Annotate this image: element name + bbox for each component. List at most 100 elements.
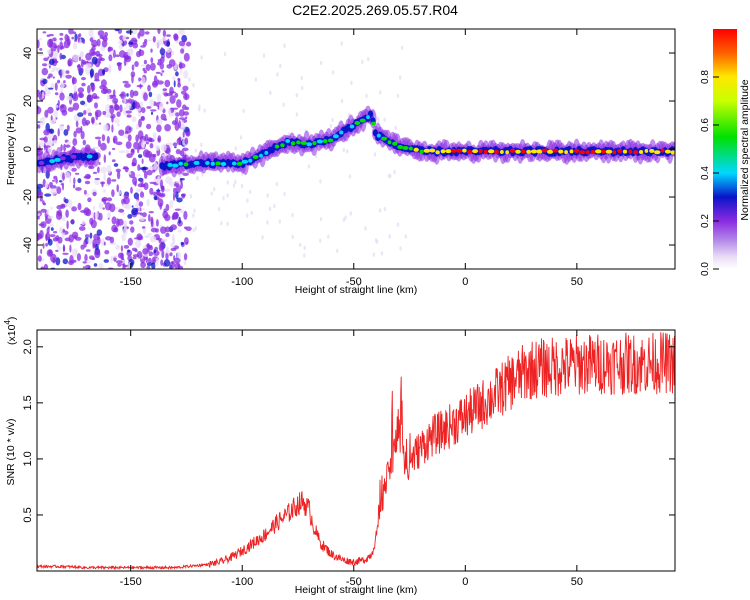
spectrum-ridge-core bbox=[552, 148, 559, 153]
spectrum-speckle bbox=[295, 112, 299, 117]
spectrum-speckle bbox=[60, 104, 65, 109]
spectrum-speckle bbox=[75, 119, 79, 128]
spectrum-speckle bbox=[96, 229, 103, 236]
spectrum-speckle bbox=[64, 172, 71, 179]
spectrum-speckle bbox=[44, 109, 49, 119]
spectrum-speckle bbox=[159, 56, 165, 64]
spectrum-speckle bbox=[383, 117, 386, 122]
spectrum-speckle bbox=[108, 151, 111, 156]
spectrum-ridge-core bbox=[296, 140, 301, 145]
spectrum-speckle bbox=[37, 39, 40, 49]
spectrum-speckle bbox=[92, 44, 96, 47]
spectrum-speckle bbox=[223, 51, 227, 57]
spectrum-x-axis-label: Height of straight line (km) bbox=[295, 284, 418, 296]
spectrum-speckle bbox=[91, 85, 94, 93]
spectrum-ridge-core bbox=[339, 130, 344, 135]
spectrum-speckle bbox=[74, 172, 80, 175]
spectrum-speckle bbox=[194, 226, 198, 231]
spectrum-speckle bbox=[122, 203, 129, 209]
spectrum-speckle bbox=[172, 212, 178, 220]
spectrum-speckle bbox=[65, 209, 69, 218]
spectrum-speckle bbox=[118, 150, 126, 154]
spectrum-speckle bbox=[129, 89, 134, 99]
spectrum-ridge-core bbox=[526, 149, 532, 154]
spectrum-speckle bbox=[157, 79, 159, 82]
spectrum-speckle bbox=[72, 138, 78, 146]
spectrum-speckle bbox=[46, 227, 50, 234]
spectrum-speckle bbox=[164, 79, 171, 88]
spectrum-speckle bbox=[169, 95, 176, 104]
spectrum-speckle bbox=[38, 141, 45, 148]
spectrum-ridge-core bbox=[60, 156, 66, 161]
spectrum-speckle bbox=[166, 40, 171, 47]
spectrum-speckle bbox=[157, 135, 162, 143]
snr-frame bbox=[36, 329, 676, 572]
spectrum-speckle bbox=[100, 88, 108, 95]
spectrum-ridge-core bbox=[76, 155, 82, 160]
spectrum-speckle bbox=[37, 261, 40, 269]
spectrum-ridge-core bbox=[413, 147, 419, 152]
spectrum-ridge-core bbox=[312, 141, 317, 146]
spectrum-speckle bbox=[148, 39, 152, 42]
spectrum-speckle bbox=[103, 124, 109, 132]
spectrum-speckle bbox=[156, 93, 162, 103]
spectrum-speckle bbox=[173, 187, 177, 194]
spectrum-speckle bbox=[148, 251, 154, 257]
spectrum-speckle bbox=[57, 79, 61, 84]
spectrum-speckle bbox=[63, 80, 66, 84]
colorbar-label: Normalized spectral amplitude bbox=[739, 79, 750, 220]
spectrum-speckle bbox=[234, 179, 237, 185]
spectrum-speckle bbox=[53, 118, 57, 123]
spectrum-speckle bbox=[124, 83, 131, 88]
spectrum-speckle bbox=[102, 207, 105, 210]
spectrum-speckle bbox=[160, 259, 164, 266]
spectrum-speckle bbox=[193, 208, 196, 213]
spectrum-speckle bbox=[45, 146, 48, 151]
spectrum-speckle bbox=[64, 34, 69, 42]
spectrum-speckle bbox=[181, 120, 185, 129]
spectrum-speckle bbox=[115, 244, 120, 251]
spectrum-speckle bbox=[148, 91, 153, 98]
spectrum-speckle bbox=[82, 266, 86, 269]
spectrum-speckle bbox=[319, 217, 323, 222]
spectrum-speckle bbox=[131, 205, 134, 208]
spectrum-speckle bbox=[138, 145, 141, 150]
spectrum-speckle bbox=[47, 226, 51, 229]
spectrum-speckle bbox=[203, 108, 206, 113]
spectrum-speckle bbox=[126, 114, 132, 118]
spectrum-speckle bbox=[39, 137, 47, 141]
spectrum-speckle bbox=[60, 69, 66, 78]
spectrum-speckle bbox=[94, 109, 102, 118]
spectrum-speckle bbox=[184, 237, 189, 246]
spectrum-speckle bbox=[125, 110, 132, 114]
spectrum-speckle bbox=[276, 72, 279, 77]
spectrum-speckle bbox=[145, 64, 151, 71]
spectrum-speckle bbox=[160, 72, 163, 76]
spectrum-speckle bbox=[94, 211, 99, 220]
spectrum-speckle bbox=[183, 70, 189, 79]
spectrum-speckle bbox=[37, 183, 44, 189]
spectrum-speckle bbox=[158, 192, 166, 198]
spectrum-speckle bbox=[42, 178, 46, 188]
spectrum-speckle bbox=[84, 253, 88, 263]
spectrum-speckle bbox=[283, 191, 286, 197]
spectrum-speckle bbox=[100, 181, 106, 185]
spectrum-speckle bbox=[331, 117, 334, 123]
spectrum-speckle bbox=[164, 214, 171, 222]
spectrum-ridge-core bbox=[462, 148, 467, 153]
colorbar-gradient bbox=[713, 29, 737, 269]
spectrum-speckle bbox=[91, 56, 98, 65]
spectrum-speckle bbox=[77, 63, 81, 72]
spectrum-speckle bbox=[103, 259, 110, 263]
spectrum-speckle bbox=[42, 78, 48, 85]
spectrum-speckle bbox=[152, 132, 157, 141]
spectrum-speckle bbox=[37, 233, 40, 242]
spectrum-ridge-core bbox=[54, 157, 61, 162]
spectrum-speckle bbox=[46, 34, 50, 37]
spectrum-speckle bbox=[85, 63, 92, 69]
spectrum-ridge-core bbox=[70, 154, 77, 159]
spectrum-speckle bbox=[50, 82, 55, 89]
spectrum-speckle bbox=[174, 122, 180, 131]
spectrum-speckle bbox=[137, 183, 145, 188]
spectrum-speckle bbox=[66, 141, 72, 146]
